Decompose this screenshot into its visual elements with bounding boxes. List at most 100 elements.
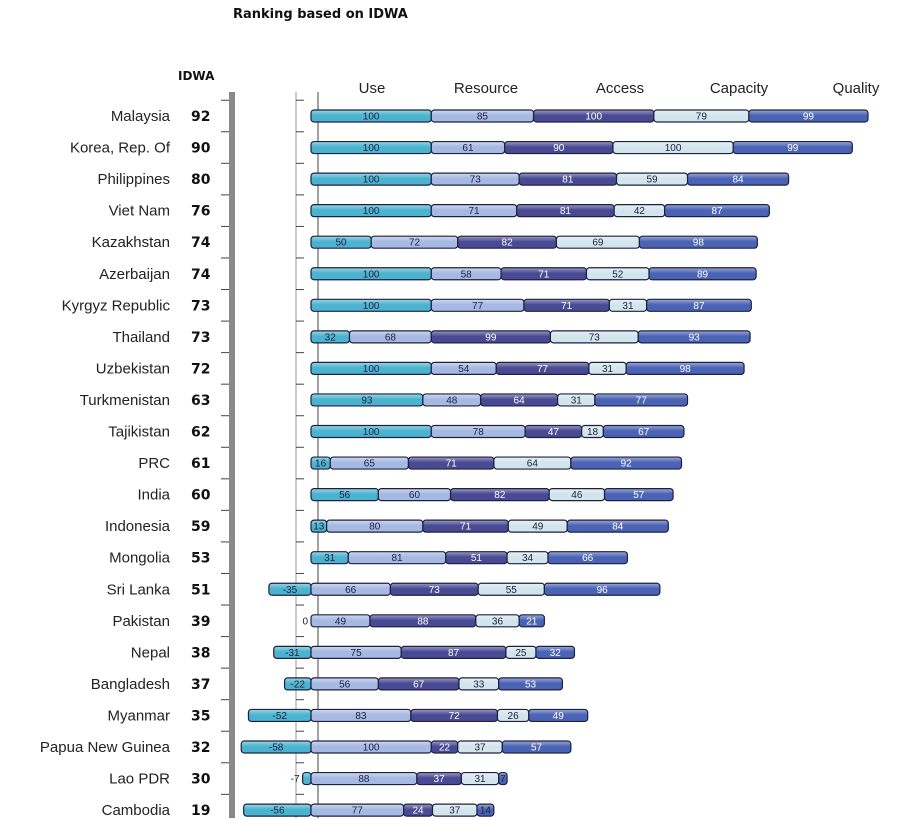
data-label: -58 — [269, 743, 284, 754]
data-label: 77 — [472, 301, 484, 312]
data-label: 67 — [638, 427, 650, 438]
data-label: 75 — [351, 648, 363, 659]
data-label: 64 — [527, 459, 539, 470]
header-capacity: Capacity — [710, 80, 769, 97]
data-label: 48 — [446, 395, 458, 406]
segment-quality — [648, 267, 757, 281]
data-label: 64 — [514, 395, 526, 406]
data-label: 98 — [680, 364, 692, 375]
data-label: 42 — [634, 206, 646, 217]
idwa-score: 76 — [191, 204, 210, 220]
data-label: 56 — [339, 679, 351, 690]
row-kazakhstan: Kazakhstan 74 50 72 82 69 98 — [92, 234, 758, 251]
row-pakistan: Pakistan 39 0 49 88 36 21 — [112, 613, 545, 630]
idwa-score: 60 — [191, 488, 211, 504]
segment-quality — [594, 393, 689, 407]
data-label: 99 — [485, 332, 497, 343]
data-label: 16 — [315, 459, 327, 470]
data-label: 99 — [803, 112, 815, 123]
segment-quality — [498, 771, 508, 786]
data-label: 87 — [711, 206, 723, 217]
data-label: 24 — [413, 806, 425, 817]
row-sri-lanka: Sri Lanka 51 -35 66 73 55 96 — [107, 581, 661, 598]
data-label: 7 — [500, 774, 506, 785]
row-turkmenistan: Turkmenistan 63 93 48 64 31 77 — [80, 392, 689, 409]
data-label: 92 — [621, 459, 633, 470]
row-bangladesh: Bangladesh 37 -22 56 67 33 53 — [91, 676, 564, 693]
data-label: 73 — [429, 585, 441, 596]
data-label: 37 — [474, 743, 486, 754]
segment-quality — [547, 551, 628, 565]
chart-rows: Malaysia 92 100 85 100 79 99 Korea, Rep. Of 90 10… — [40, 108, 869, 819]
idwa-score: 37 — [191, 677, 210, 693]
idwa-score: 59 — [191, 519, 210, 535]
data-label: 66 — [345, 585, 357, 596]
data-label: 0 — [302, 616, 308, 627]
data-label: 36 — [492, 616, 504, 627]
data-label: 32 — [325, 332, 337, 343]
country-label: Myanmar — [107, 707, 170, 724]
row-indonesia: Indonesia 59 13 80 71 49 84 — [105, 518, 669, 535]
segment-quality — [732, 140, 853, 155]
segment-quality — [637, 330, 751, 344]
country-label: Indonesia — [105, 518, 171, 535]
data-label: 69 — [592, 238, 604, 249]
row-tajikistan: Tajikistan 62 100 78 47 18 67 — [108, 424, 685, 441]
country-label: Azerbaijan — [99, 266, 170, 283]
data-label: -35 — [283, 585, 298, 596]
data-label: 47 — [548, 427, 560, 438]
idwa-score: 51 — [191, 582, 210, 598]
data-label: 50 — [336, 238, 348, 249]
segment-quality — [501, 740, 572, 754]
country-label: Lao PDR — [109, 771, 170, 788]
data-label: 66 — [582, 553, 594, 564]
country-label: Uzbekistan — [96, 360, 170, 377]
chart-title: Ranking based on IDWA — [233, 7, 408, 22]
data-label: 72 — [449, 711, 461, 722]
data-label: 93 — [689, 332, 701, 343]
data-label: 84 — [733, 175, 745, 186]
segment-quality — [748, 109, 869, 123]
segment-quality — [638, 235, 758, 249]
data-label: 83 — [355, 711, 367, 722]
segment-quality — [535, 645, 576, 659]
data-label: 73 — [589, 332, 601, 343]
data-label: 100 — [363, 143, 380, 154]
data-label: 71 — [446, 459, 458, 470]
data-label: 31 — [324, 553, 336, 564]
row-nepal: Nepal 38 -31 75 87 25 32 — [131, 644, 576, 661]
data-label: 71 — [561, 301, 573, 312]
idwa-score: 92 — [191, 109, 210, 125]
data-label: 60 — [409, 490, 421, 501]
idwa-score: 63 — [191, 393, 210, 409]
segment-quality — [528, 708, 589, 723]
row-kyrgyz-republic: Kyrgyz Republic 73 100 77 71 31 87 — [62, 297, 752, 314]
data-label: 46 — [571, 490, 583, 501]
segment-quality — [603, 488, 674, 502]
row-azerbaijan: Azerbaijan 74 100 58 71 52 89 — [99, 266, 757, 283]
data-label: 77 — [537, 364, 549, 375]
data-label: 68 — [385, 332, 397, 343]
country-label: Turkmenistan — [80, 392, 170, 409]
data-label: 71 — [468, 206, 480, 217]
idwa-score: 32 — [191, 740, 210, 756]
row-malaysia: Malaysia 92 100 85 100 79 99 — [111, 108, 869, 125]
data-label: 79 — [696, 112, 708, 123]
segment-quality — [664, 204, 770, 218]
data-label: 25 — [515, 648, 527, 659]
idwa-score: 35 — [191, 708, 210, 724]
data-label: 49 — [553, 711, 565, 722]
segment-quality — [570, 456, 683, 470]
data-label: 96 — [597, 585, 609, 596]
data-label: 71 — [460, 522, 472, 533]
data-label: 49 — [532, 522, 544, 533]
data-label: -31 — [285, 648, 300, 659]
idwa-score: 30 — [191, 772, 211, 788]
idwa-score: 38 — [191, 645, 210, 661]
country-label: Bangladesh — [91, 676, 170, 693]
header-resource: Resource — [454, 80, 518, 97]
data-label: 87 — [693, 301, 705, 312]
segment-quality — [646, 298, 752, 312]
data-label: 37 — [449, 806, 461, 817]
